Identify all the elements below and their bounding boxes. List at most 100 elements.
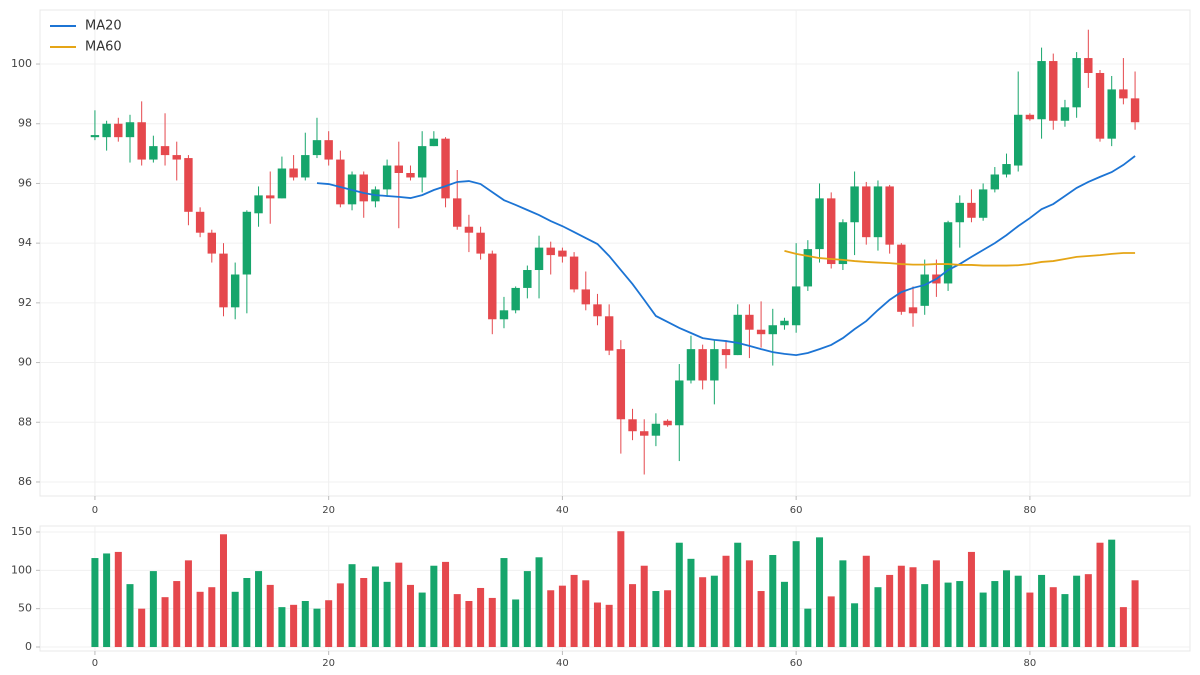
volume-bar	[979, 592, 987, 648]
volume-bar	[629, 584, 637, 648]
candle-body	[195, 211, 205, 233]
volume-bar	[523, 571, 531, 648]
volume-bar	[208, 587, 216, 648]
candle-body	[745, 314, 754, 330]
candle-body	[289, 168, 298, 178]
candle-body	[125, 122, 135, 138]
volume-bar	[897, 565, 905, 648]
volume-bar	[593, 602, 601, 648]
y-tick-label: 90	[18, 356, 32, 369]
candle-body	[569, 256, 579, 290]
candle-body	[756, 329, 766, 335]
volume-bar	[1038, 574, 1046, 648]
candle-body	[172, 155, 181, 160]
volume-bar	[699, 577, 707, 648]
x-tick-label: 0	[92, 505, 98, 516]
volume-bar	[1119, 607, 1127, 648]
volume-bar	[371, 566, 379, 648]
volume-bar	[851, 603, 859, 648]
candle-body	[488, 253, 497, 320]
volume-bar	[243, 577, 251, 648]
candle-body	[429, 138, 439, 147]
volume-bar	[816, 537, 824, 648]
candle-body	[978, 189, 988, 218]
candle-body	[277, 168, 287, 199]
volume-bar	[360, 577, 368, 648]
ma-line	[316, 155, 1136, 357]
candle-body	[230, 274, 240, 308]
volume-bar	[278, 607, 286, 648]
candle-body	[394, 165, 403, 173]
candle-body	[686, 349, 696, 381]
volume-bar	[664, 590, 672, 648]
candle-body	[885, 186, 894, 245]
candle-body	[862, 186, 871, 238]
volume-bar	[336, 583, 344, 648]
candle-body	[721, 349, 731, 356]
volume-bar	[932, 560, 940, 648]
candle-body	[336, 159, 345, 205]
candle-body	[184, 158, 193, 212]
volume-bar	[605, 604, 613, 648]
x-tick-label: 40	[556, 658, 569, 669]
candle-body	[219, 253, 228, 308]
volume-bar	[921, 584, 929, 648]
volume-bar	[348, 564, 356, 648]
volume-bar	[745, 560, 753, 648]
y-tick-label: 98	[18, 117, 32, 130]
volume-bar	[547, 590, 555, 648]
candle-body	[324, 140, 333, 160]
x-tick-label: 20	[322, 505, 335, 516]
candle-body	[1095, 72, 1105, 139]
candle-body	[1013, 114, 1023, 166]
candle-body	[1037, 61, 1046, 120]
candle-body	[406, 172, 415, 178]
y-tick-label: 96	[18, 176, 32, 189]
candle-body	[1119, 89, 1128, 99]
candle-body	[102, 123, 111, 138]
candle-body	[640, 431, 649, 436]
candle-body	[1072, 58, 1081, 108]
volume-bar	[675, 542, 683, 648]
candle-body	[663, 420, 672, 426]
volume-bar	[500, 558, 508, 648]
y-tick-label: 94	[18, 236, 32, 249]
candle-body	[1049, 61, 1058, 121]
candle-body	[733, 314, 742, 356]
candle-body	[1002, 164, 1011, 175]
volume-bar	[582, 580, 590, 648]
candle-body	[266, 195, 275, 199]
volume-bar	[909, 567, 917, 648]
volume-bar	[780, 581, 788, 648]
candle-body	[441, 138, 450, 199]
x-tick-label: 20	[322, 658, 335, 669]
candle-body	[628, 419, 637, 432]
plot-area	[39, 9, 1191, 497]
volume-bar	[967, 551, 975, 648]
candle-body	[920, 274, 929, 306]
volume-bar	[406, 584, 414, 648]
volume-bar	[734, 542, 742, 648]
volume-bar	[149, 571, 157, 648]
candle-body	[137, 122, 146, 160]
volume-bar	[991, 581, 999, 648]
volume-bar	[886, 574, 894, 648]
volume-bar	[710, 575, 718, 648]
volume-bar	[477, 587, 485, 648]
candle-body	[675, 380, 684, 426]
candle-body	[242, 211, 252, 275]
candle-body	[149, 146, 158, 160]
x-tick-label: 60	[790, 658, 803, 669]
volume-bar	[1049, 587, 1057, 648]
candle-body	[160, 146, 170, 156]
candle-body	[453, 198, 462, 227]
candle-body	[546, 247, 555, 256]
candle-body	[791, 286, 801, 326]
y-tick-label: 100	[11, 57, 32, 70]
candle-body	[604, 316, 614, 351]
volume-bar	[103, 553, 111, 648]
candle-body	[651, 423, 661, 436]
volume-bar	[652, 591, 660, 648]
